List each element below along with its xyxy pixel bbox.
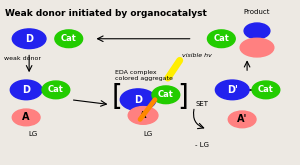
Text: weak donor: weak donor [4,56,41,61]
Ellipse shape [120,89,156,111]
Text: D': D' [227,85,238,95]
Text: EDA complex
colored aggregate: EDA complex colored aggregate [115,70,173,81]
Text: A: A [22,112,30,122]
Ellipse shape [12,29,46,49]
Text: LG: LG [28,131,38,137]
Text: - LG: - LG [194,142,208,148]
Text: Cat: Cat [213,34,229,43]
Ellipse shape [10,80,42,100]
Text: [: [ [111,83,122,111]
Ellipse shape [244,23,270,39]
Text: D: D [22,85,30,95]
Text: Product: Product [244,9,270,15]
Text: LG: LG [143,131,153,137]
Ellipse shape [55,30,82,48]
Ellipse shape [240,38,274,57]
Ellipse shape [252,81,280,99]
Ellipse shape [42,81,70,99]
Text: SET: SET [196,101,208,107]
Text: A: A [140,111,146,120]
Text: Weak donor initiated by organocatalyst: Weak donor initiated by organocatalyst [5,9,207,18]
Text: ]: ] [178,83,189,111]
Text: D: D [25,34,33,44]
Ellipse shape [215,80,249,100]
Text: D: D [134,95,142,105]
Ellipse shape [12,109,40,126]
Text: A': A' [237,114,247,124]
Ellipse shape [228,111,256,128]
Text: Cat: Cat [258,85,274,94]
Ellipse shape [208,30,235,48]
Text: Cat: Cat [48,85,64,94]
Text: Cat: Cat [61,34,77,43]
Text: Cat: Cat [158,90,174,99]
Ellipse shape [152,86,180,104]
Ellipse shape [128,107,158,124]
Text: visible hv: visible hv [182,53,211,58]
